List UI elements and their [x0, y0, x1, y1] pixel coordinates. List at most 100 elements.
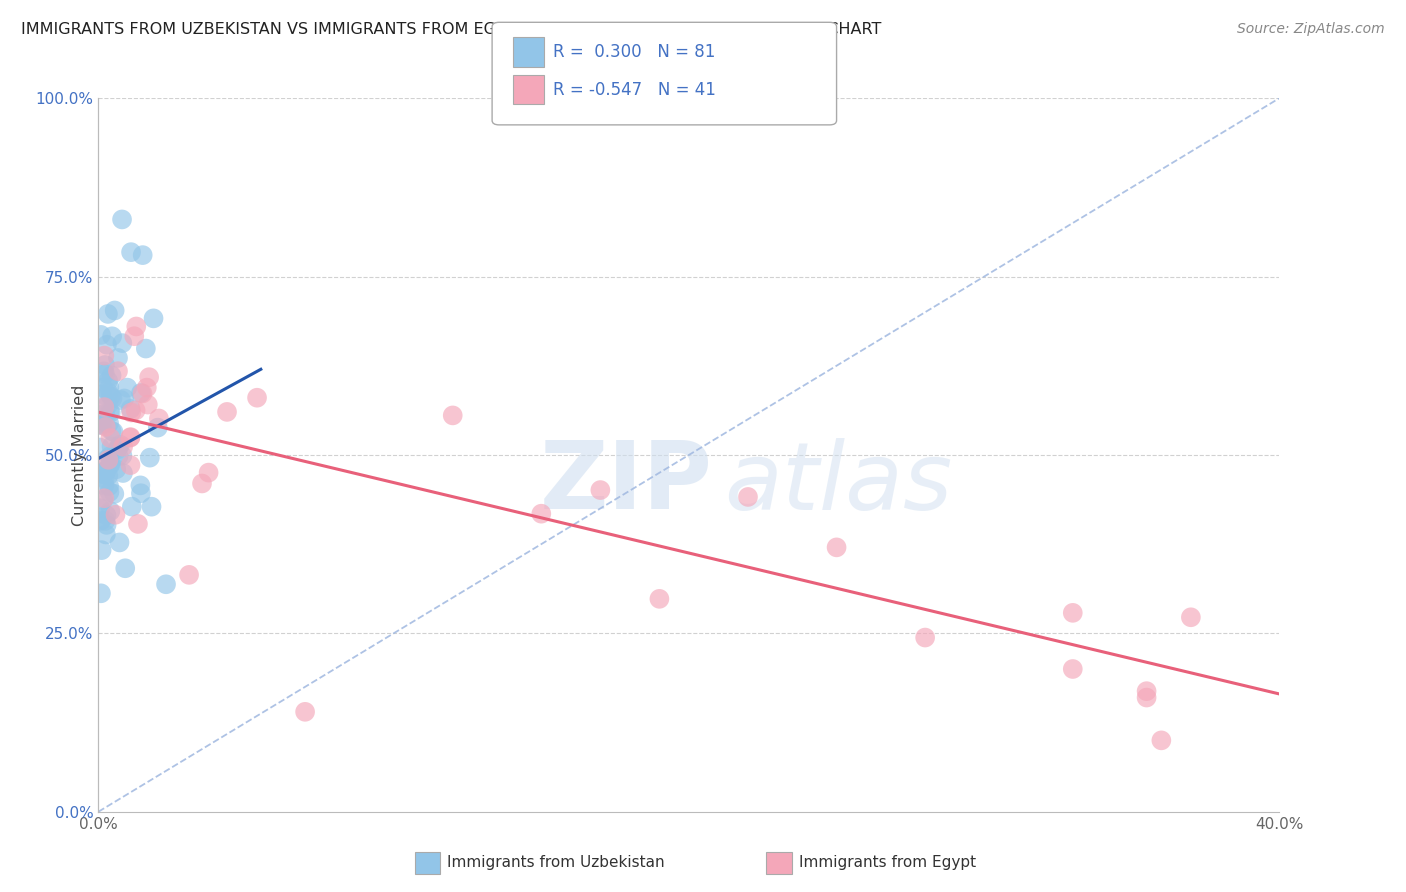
- Text: R = -0.547   N = 41: R = -0.547 N = 41: [553, 81, 716, 99]
- Point: [120, 401, 142, 416]
- Point: [825, 541, 848, 555]
- Point: [93, 464, 115, 478]
- Point: [101, 329, 124, 343]
- Point: [93, 478, 115, 492]
- Point: [98, 450, 121, 464]
- Point: [97, 385, 120, 400]
- Point: [441, 409, 464, 423]
- Text: R =  0.300   N = 81: R = 0.300 N = 81: [553, 43, 714, 61]
- Point: [108, 535, 131, 549]
- Point: [97, 398, 120, 412]
- Point: [648, 591, 671, 606]
- Point: [100, 504, 122, 518]
- Point: [112, 440, 135, 454]
- Point: [97, 452, 120, 467]
- Point: [135, 380, 157, 394]
- Point: [96, 452, 118, 467]
- Text: Immigrants from Egypt: Immigrants from Egypt: [799, 855, 976, 870]
- Point: [139, 450, 162, 465]
- Point: [91, 418, 114, 433]
- Point: [100, 368, 122, 383]
- Point: [98, 479, 121, 493]
- Point: [1180, 610, 1202, 624]
- Point: [177, 567, 200, 582]
- Point: [129, 386, 152, 401]
- Point: [138, 370, 160, 384]
- Point: [111, 212, 134, 227]
- Point: [89, 501, 111, 516]
- Point: [124, 403, 146, 417]
- Point: [91, 493, 114, 508]
- Text: Source: ZipAtlas.com: Source: ZipAtlas.com: [1237, 22, 1385, 37]
- Point: [914, 631, 936, 645]
- Point: [93, 491, 115, 506]
- Point: [125, 319, 148, 334]
- Point: [111, 336, 134, 351]
- Point: [136, 398, 159, 412]
- Point: [89, 441, 111, 455]
- Point: [111, 466, 134, 480]
- Point: [90, 327, 112, 342]
- Point: [96, 517, 118, 532]
- Point: [197, 466, 219, 480]
- Point: [1062, 662, 1084, 676]
- Point: [91, 387, 114, 401]
- Point: [114, 561, 136, 575]
- Point: [98, 458, 121, 473]
- Point: [1135, 690, 1157, 705]
- Point: [120, 405, 142, 419]
- Point: [148, 411, 170, 425]
- Point: [103, 487, 125, 501]
- Point: [94, 464, 117, 478]
- Point: [142, 311, 165, 326]
- Point: [98, 457, 121, 471]
- Point: [100, 389, 122, 403]
- Point: [89, 417, 111, 432]
- Point: [107, 351, 129, 365]
- Point: [93, 400, 115, 414]
- Point: [129, 486, 152, 500]
- Point: [110, 392, 132, 407]
- Point: [135, 342, 157, 356]
- Point: [97, 374, 120, 388]
- Point: [107, 440, 129, 454]
- Point: [94, 406, 117, 420]
- Point: [117, 381, 139, 395]
- Text: atlas: atlas: [724, 438, 953, 529]
- Point: [737, 490, 759, 504]
- Point: [89, 466, 111, 480]
- Point: [89, 414, 111, 428]
- Y-axis label: Currently Married: Currently Married: [72, 384, 87, 525]
- Point: [127, 516, 149, 531]
- Point: [124, 329, 146, 343]
- Point: [246, 391, 269, 405]
- Point: [146, 420, 169, 434]
- Point: [97, 468, 120, 483]
- Point: [104, 303, 127, 318]
- Point: [111, 449, 134, 463]
- Text: Immigrants from Uzbekistan: Immigrants from Uzbekistan: [447, 855, 665, 870]
- Point: [120, 458, 142, 472]
- Point: [120, 430, 142, 444]
- Point: [112, 392, 135, 406]
- Point: [100, 431, 122, 445]
- Point: [131, 386, 153, 401]
- Point: [530, 507, 553, 521]
- Point: [96, 338, 118, 352]
- Text: IMMIGRANTS FROM UZBEKISTAN VS IMMIGRANTS FROM EGYPT CURRENTLY MARRIED CORRELATIO: IMMIGRANTS FROM UZBEKISTAN VS IMMIGRANTS…: [21, 22, 882, 37]
- Point: [155, 577, 177, 591]
- Point: [294, 705, 316, 719]
- Point: [103, 425, 125, 439]
- Point: [141, 500, 163, 514]
- Point: [94, 420, 117, 434]
- Point: [215, 405, 238, 419]
- Point: [98, 485, 121, 500]
- Point: [105, 462, 128, 476]
- Point: [94, 471, 117, 485]
- Point: [589, 483, 612, 497]
- Point: [191, 476, 214, 491]
- Point: [132, 248, 155, 262]
- Point: [104, 508, 127, 522]
- Text: ZIP: ZIP: [540, 437, 713, 530]
- Point: [90, 514, 112, 528]
